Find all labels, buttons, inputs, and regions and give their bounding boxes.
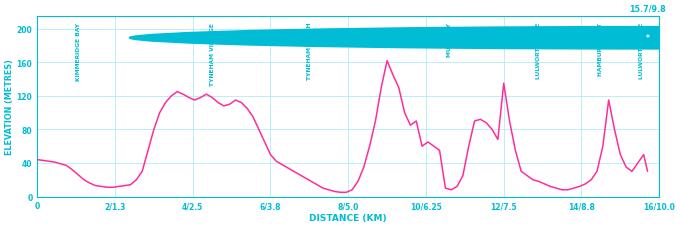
- Text: LULWORTH COVE: LULWORTH COVE: [537, 22, 541, 79]
- Text: TYNEHAM VILLAGE: TYNEHAM VILLAGE: [209, 22, 215, 85]
- Text: 15.7/9.8: 15.7/9.8: [629, 5, 666, 14]
- X-axis label: DISTANCE (KM): DISTANCE (KM): [309, 213, 387, 222]
- Text: *: *: [645, 34, 649, 43]
- Text: LULWORTH COVE: LULWORTH COVE: [639, 22, 644, 79]
- Text: KIMMERIDGE BAY: KIMMERIDGE BAY: [75, 22, 80, 80]
- Text: HAMBURY TOUT: HAMBURY TOUT: [598, 22, 603, 75]
- Y-axis label: ELEVATION (METRES): ELEVATION (METRES): [5, 59, 14, 155]
- Text: TYNEHAM BEACH: TYNEHAM BEACH: [307, 22, 312, 80]
- Circle shape: [129, 27, 680, 50]
- Text: MUPE BAY: MUPE BAY: [447, 22, 452, 57]
